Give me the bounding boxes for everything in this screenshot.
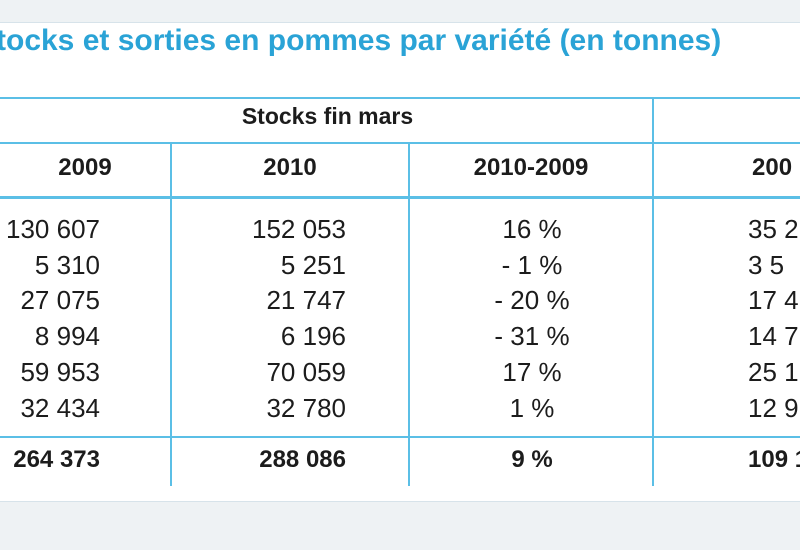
col-divider-3	[652, 97, 654, 486]
table-cell: 17 %	[502, 357, 562, 387]
column-header: 2010	[263, 154, 317, 181]
total-cell: 264 373	[13, 446, 100, 473]
table-cell: 32 780	[266, 393, 346, 423]
table-panel	[0, 22, 800, 502]
rule-total	[0, 436, 800, 438]
table-cell: 5 251	[280, 250, 346, 280]
table-cell: 130 607	[6, 214, 100, 244]
table-cell: 3 5	[748, 250, 785, 280]
table-cell: - 1 %	[501, 250, 563, 280]
table-cell: 25 1	[748, 357, 799, 387]
rule-header	[0, 196, 800, 199]
table-cell: 27 075	[20, 285, 100, 315]
table-cell: 152 053	[252, 214, 346, 244]
col-divider-1	[170, 144, 172, 486]
table-title: tocks et sorties en pommes par variété (…	[0, 24, 722, 57]
rule-group	[0, 142, 800, 144]
table-cell: 1 %	[509, 393, 555, 423]
col-divider-2	[408, 144, 410, 486]
table-cell: 12 9	[748, 393, 799, 423]
total-cell: 288 086	[259, 446, 346, 473]
table-cell: 17 4	[748, 285, 799, 315]
table-cell: 21 747	[266, 285, 346, 315]
column-header: 2010-2009	[473, 154, 589, 181]
total-cell: 109 1	[748, 446, 800, 473]
table-cell: 59 953	[20, 357, 100, 387]
column-header: 2009	[58, 154, 112, 181]
group-header: Stocks fin mars	[241, 103, 414, 129]
table-cell: 70 059	[266, 357, 346, 387]
column-header: 200	[752, 154, 793, 181]
table-cell: 8 994	[34, 321, 100, 351]
table-cell: 32 434	[20, 393, 100, 423]
total-cell: 9 %	[511, 446, 553, 473]
table-cell: 5 310	[34, 250, 100, 280]
table-cell: 16 %	[502, 214, 562, 244]
rule-top	[0, 97, 800, 99]
table-cell: 6 196	[280, 321, 346, 351]
table-cell: - 20 %	[494, 285, 570, 315]
table-cell: - 31 %	[494, 321, 570, 351]
table-cell: 35 2	[748, 214, 799, 244]
table-cell: 14 7	[748, 321, 799, 351]
